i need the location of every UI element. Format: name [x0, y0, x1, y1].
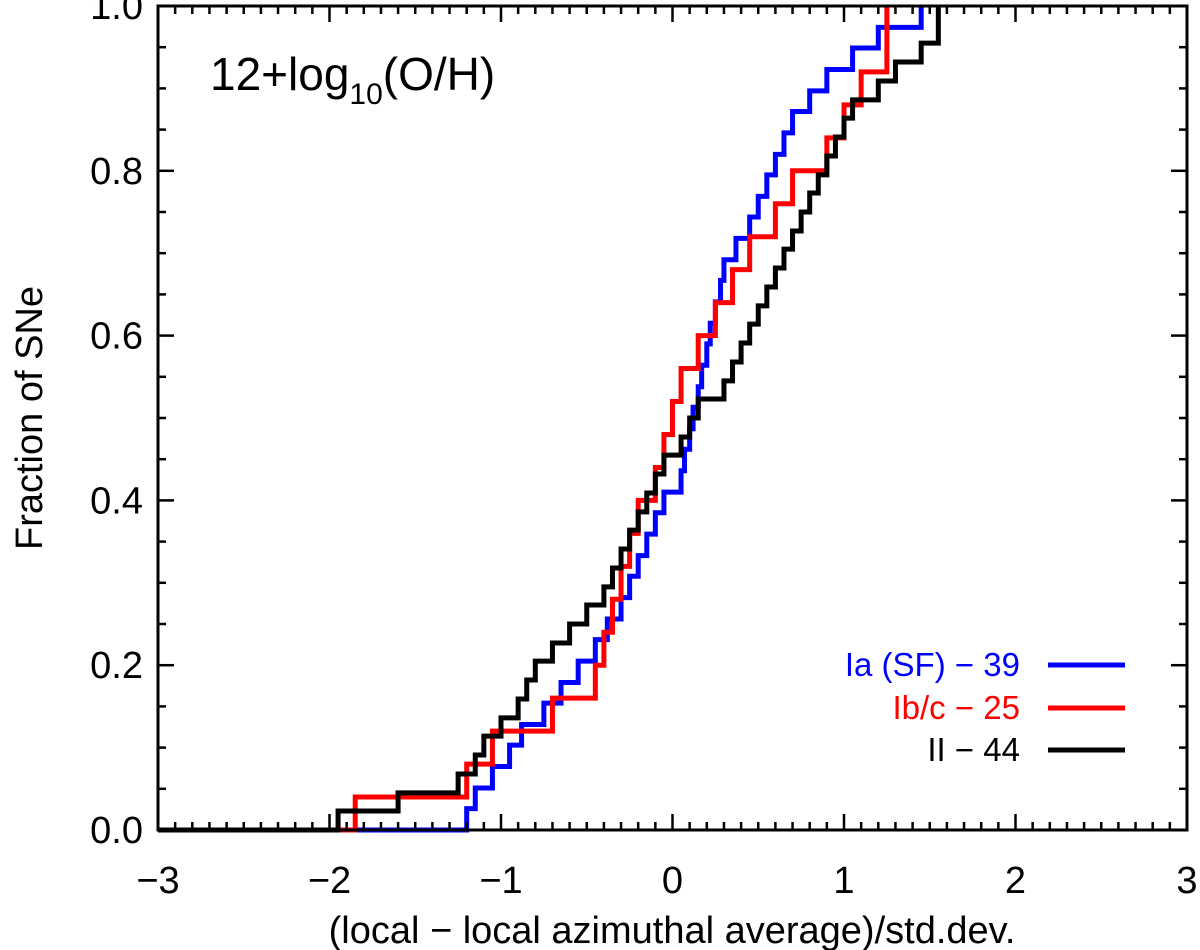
y-tick-label: 0.6 — [90, 316, 143, 358]
legend-label-0: Ia (SF) − 39 — [845, 646, 1020, 683]
series-line-1 — [158, 6, 890, 833]
series-line-2 — [158, 6, 941, 833]
x-tick-label: −3 — [136, 860, 179, 902]
x-tick-label: 3 — [1176, 860, 1197, 902]
legend-label-1: Ib/c − 25 — [892, 689, 1020, 726]
y-axis-title: Fraction of SNe — [9, 286, 51, 550]
y-tick-label: 0.0 — [90, 810, 143, 852]
x-tick-label: 0 — [662, 860, 683, 902]
legend-label-2: II − 44 — [927, 731, 1020, 768]
y-tick-label: 1.0 — [90, 0, 143, 28]
y-tick-label: 0.4 — [90, 480, 143, 522]
x-axis-title: (local − local azimuthal average)/std.de… — [329, 910, 1016, 950]
y-tick-label: 0.2 — [90, 645, 143, 687]
series-line-0 — [158, 6, 924, 833]
chart-annotation: 12+log10(O/H) — [210, 48, 495, 111]
x-tick-label: 1 — [833, 860, 854, 902]
x-tick-label: −1 — [479, 860, 522, 902]
x-tick-label: −2 — [308, 860, 351, 902]
x-tick-label: 2 — [1005, 860, 1026, 902]
y-tick-label: 0.8 — [90, 151, 143, 193]
